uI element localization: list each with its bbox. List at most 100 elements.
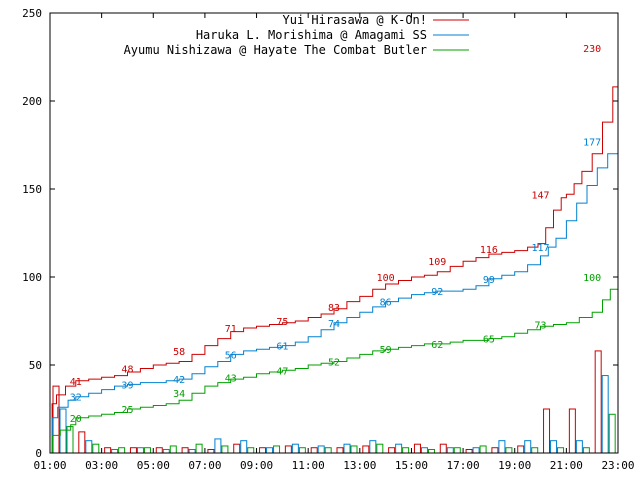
hourly-bar-1-20	[543, 408, 551, 454]
legend-label-3: Ayumu Nishizawa @ Hayate The Combat Butl…	[124, 43, 427, 57]
data-label-2-4: 56	[225, 350, 237, 361]
hourly-bar-2-13	[369, 440, 377, 454]
data-label-2-2: 39	[121, 380, 133, 391]
hourly-bar-3-13	[376, 443, 384, 454]
hourly-bar-1-4	[129, 447, 137, 454]
hourly-bar-1-18	[491, 447, 499, 454]
hourly-bar-2-15	[420, 447, 428, 454]
hourly-bar-1-9	[259, 447, 267, 454]
hourly-bar-1-17	[465, 448, 473, 454]
hourly-bar-2-5	[162, 448, 170, 454]
point-labels: 41 48 58 71 75 83 100 109 116 147 230 32 39 42 56 61 74 8…	[70, 44, 601, 425]
hourly-bar-2-8	[240, 440, 248, 454]
hourly-bar-2-19	[524, 440, 532, 454]
data-label-2-8: 92	[431, 287, 443, 298]
hourly-bar-1-15	[413, 443, 421, 454]
data-label-1-6: 83	[328, 303, 340, 314]
hourly-bar-3-19	[531, 447, 539, 454]
hourly-bar-1-8	[233, 443, 241, 454]
hourly-bar-3-15	[427, 448, 435, 454]
hourly-bar-1-14	[388, 447, 396, 454]
hourly-bar-3-18	[505, 447, 513, 454]
data-label-3-3: 34	[173, 389, 185, 400]
legend-label-2: Haruka L. Morishima @ Amagami SS	[196, 28, 427, 42]
hourly-bar-2-22	[601, 375, 609, 454]
hourly-bar-2-20	[550, 440, 558, 454]
hourly-bar-3-9	[273, 445, 281, 454]
hourly-bar-3-2	[92, 443, 100, 454]
data-label-1-5: 75	[276, 317, 288, 328]
y-tick-label-3: 100	[22, 271, 42, 284]
data-label-3-7: 59	[380, 345, 392, 356]
data-label-1-9: 116	[480, 245, 498, 256]
y-tick-label-5: 200	[22, 95, 42, 108]
series-line-2	[50, 141, 619, 454]
plot-axes: 0 50 100 150 200 250 01:00 03:00 05:00 07:00 09:00…	[22, 7, 634, 472]
x-tick-label-3: 05:00	[137, 459, 170, 472]
data-label-3-8: 62	[431, 340, 443, 351]
hourly-bar-2-7	[214, 438, 222, 454]
hourly-bar-3-22	[608, 413, 616, 454]
y-tick-label-1: 0	[35, 447, 42, 460]
data-label-1-1: 41	[70, 377, 82, 388]
y-tick-label-4: 150	[22, 183, 42, 196]
hourly-bar-2-3	[111, 448, 119, 454]
data-label-3-1: 20	[70, 414, 82, 425]
data-label-1-4: 71	[225, 324, 237, 335]
data-label-2-7: 86	[380, 298, 392, 309]
y-tick-label-2: 50	[29, 359, 42, 372]
hourly-bar-1-12	[336, 447, 344, 454]
hourly-bar-3-7	[221, 445, 229, 454]
data-label-1-2: 48	[121, 365, 133, 376]
hourly-bar-2-11	[317, 445, 325, 454]
x-tick-label-5: 09:00	[240, 459, 273, 472]
data-label-2-9: 99	[483, 275, 495, 286]
hourly-bar-2-17	[472, 447, 480, 454]
hourly-bar-1-2	[78, 431, 86, 454]
data-label-1-10: 147	[532, 190, 550, 201]
x-tick-label-4: 07:00	[188, 459, 221, 472]
hourly-bar-1-3	[104, 447, 112, 454]
hourly-bar-1-11	[310, 447, 318, 454]
series-line-1	[50, 48, 619, 454]
hourly-bar-1-21	[568, 408, 576, 454]
hourly-bar-3-10	[298, 447, 306, 454]
hourly-bar-3-20	[557, 447, 565, 454]
data-label-2-3: 42	[173, 375, 185, 386]
data-label-2-6: 74	[328, 319, 340, 330]
data-label-3-4: 43	[225, 373, 237, 384]
x-tick-label-6: 11:00	[292, 459, 325, 472]
hourly-bar-3-21	[582, 447, 590, 454]
hourly-bar-1-6	[181, 447, 189, 454]
hourly-bar-2-18	[498, 440, 506, 454]
hourly-bar-2-16	[446, 447, 454, 454]
x-tick-label-1: 01:00	[33, 459, 66, 472]
hourly-bar-2-1	[59, 408, 67, 454]
data-label-2-5: 61	[276, 342, 288, 353]
data-label-3-11: 100	[583, 273, 601, 284]
hourly-bar-2-14	[395, 443, 403, 454]
hourly-bar-2-12	[343, 443, 351, 454]
hourly-bar-3-16	[453, 447, 461, 454]
hourly-bar-1-22	[594, 350, 602, 454]
hourly-bar-1-16	[439, 443, 447, 454]
hourly-bar-1-13	[362, 445, 370, 454]
data-label-3-5: 47	[276, 366, 288, 377]
hourly-bar-2-6	[188, 448, 196, 454]
hourly-bar-3-4	[143, 447, 151, 454]
hourly-bar-2-21	[575, 440, 583, 454]
x-tick-label-9: 17:00	[447, 459, 480, 472]
hourly-bar-3-14	[402, 447, 410, 454]
hourly-bar-3-6	[195, 443, 203, 454]
data-label-3-2: 25	[121, 405, 133, 416]
hourly-bar-2-9	[266, 447, 274, 454]
data-label-2-10: 117	[532, 243, 550, 254]
data-label-3-10: 73	[535, 321, 547, 332]
x-tick-label-10: 19:00	[498, 459, 531, 472]
x-tick-label-11: 21:00	[550, 459, 583, 472]
plot-frame	[49, 12, 619, 454]
hourly-bar-1-10	[284, 445, 292, 454]
x-tick-label-7: 13:00	[343, 459, 376, 472]
hourly-bar-1-19	[517, 445, 525, 454]
